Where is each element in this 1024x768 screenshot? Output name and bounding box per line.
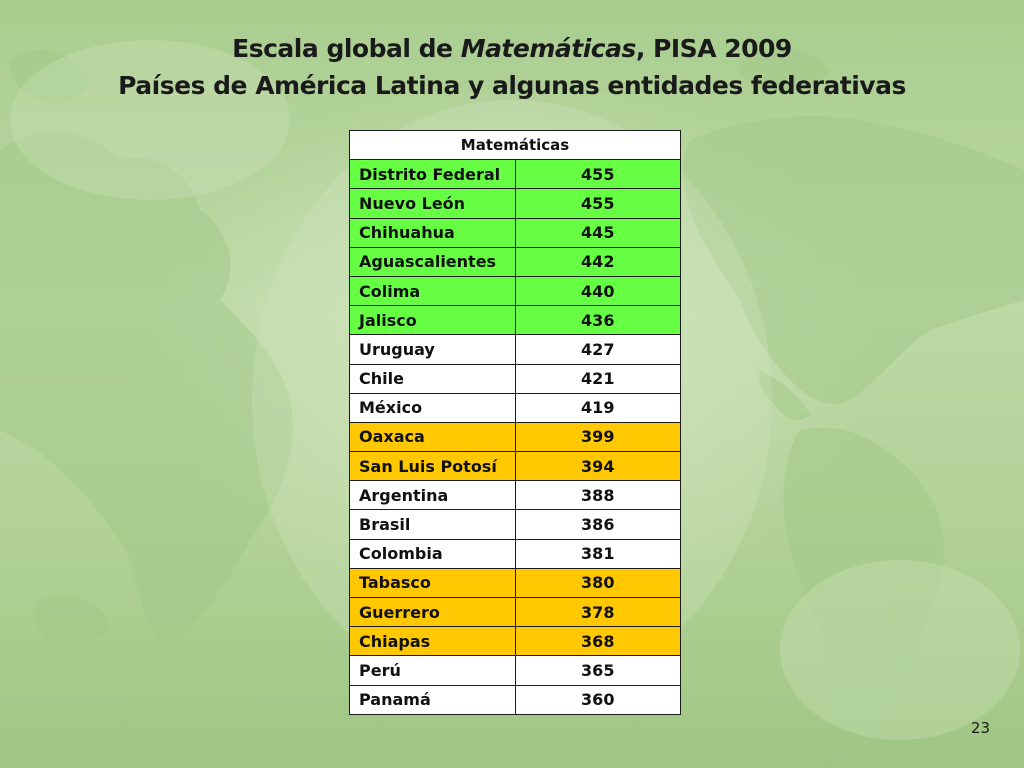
row-entity-name: Uruguay xyxy=(349,334,516,365)
table-row: Uruguay 427 xyxy=(349,334,681,365)
row-entity-name: Nuevo León xyxy=(349,188,516,219)
row-score-value: 427 xyxy=(514,334,681,365)
slide-title: Escala global de Matemáticas, PISA 2009 … xyxy=(0,30,1024,104)
row-score-value: 436 xyxy=(514,305,681,336)
table-body: Distrito Federal 455 Nuevo León 455 Chihuahu… xyxy=(349,159,681,715)
row-entity-name: México xyxy=(349,392,516,423)
table-row: San Luis Potosí 394 xyxy=(349,451,681,482)
table-row: Chihuahua 445 xyxy=(349,217,681,248)
title-line-1: Escala global de Matemáticas, PISA 2009 xyxy=(0,30,1024,67)
table-row: Jalisco 436 xyxy=(349,305,681,336)
table-header: Matemáticas xyxy=(349,129,681,161)
row-score-value: 455 xyxy=(514,188,681,219)
row-entity-name: Panamá xyxy=(349,684,516,715)
row-entity-name: San Luis Potosí xyxy=(349,451,516,482)
row-score-value: 378 xyxy=(514,596,681,628)
table-row: Distrito Federal 455 xyxy=(349,159,681,190)
table-row: Tabasco 380 xyxy=(349,567,681,599)
row-score-value: 455 xyxy=(514,159,681,190)
table-row: Guerrero 378 xyxy=(349,596,681,628)
row-score-value: 368 xyxy=(514,626,681,657)
table-row: Chiapas 368 xyxy=(349,626,681,657)
row-score-value: 380 xyxy=(514,567,681,599)
title-text-end: , PISA 2009 xyxy=(635,34,792,63)
row-entity-name: Tabasco xyxy=(349,567,516,599)
table-row: Colombia 381 xyxy=(349,538,681,569)
row-score-value: 442 xyxy=(514,246,681,277)
table-row: México 419 xyxy=(349,392,681,423)
table-row: Argentina 388 xyxy=(349,480,681,511)
row-score-value: 419 xyxy=(514,392,681,423)
table-row: Colima 440 xyxy=(349,275,681,307)
table-row: Nuevo León 455 xyxy=(349,188,681,219)
row-score-value: 360 xyxy=(514,684,681,715)
row-score-value: 440 xyxy=(514,275,681,307)
title-line-2: Países de América Latina y algunas entid… xyxy=(118,71,906,100)
slide-number: 23 xyxy=(970,719,990,737)
row-entity-name: Aguascalientes xyxy=(349,246,516,277)
table-row: Brasil 386 xyxy=(349,509,681,540)
row-score-value: 386 xyxy=(514,509,681,540)
row-score-value: 388 xyxy=(514,480,681,511)
row-score-value: 445 xyxy=(514,217,681,248)
table-row: Panamá 360 xyxy=(349,684,681,715)
row-score-value: 399 xyxy=(514,421,681,453)
table-header-row: Matemáticas xyxy=(349,129,681,161)
row-entity-name: Jalisco xyxy=(349,305,516,336)
row-entity-name: Chile xyxy=(349,363,516,394)
table-row: Oaxaca 399 xyxy=(349,421,681,453)
row-entity-name: Brasil xyxy=(349,509,516,540)
scores-table: Matemáticas Distrito Federal 455 Nuevo Leó… xyxy=(349,129,681,715)
row-score-value: 365 xyxy=(514,655,681,686)
row-score-value: 394 xyxy=(514,451,681,482)
row-entity-name: Perú xyxy=(349,655,516,686)
row-entity-name: Distrito Federal xyxy=(349,159,516,190)
row-entity-name: Chiapas xyxy=(349,626,516,657)
row-entity-name: Oaxaca xyxy=(349,421,516,453)
row-entity-name: Colima xyxy=(349,275,516,307)
table-row: Perú 365 xyxy=(349,655,681,686)
table-row: Aguascalientes 442 xyxy=(349,246,681,277)
row-score-value: 421 xyxy=(514,363,681,394)
row-entity-name: Colombia xyxy=(349,538,516,569)
row-score-value: 381 xyxy=(514,538,681,569)
row-entity-name: Guerrero xyxy=(349,596,516,628)
row-entity-name: Argentina xyxy=(349,480,516,511)
title-text-italic: Matemáticas xyxy=(460,34,637,63)
row-entity-name: Chihuahua xyxy=(349,217,516,248)
title-text-start: Escala global de xyxy=(232,34,461,63)
table-row: Chile 421 xyxy=(349,363,681,394)
